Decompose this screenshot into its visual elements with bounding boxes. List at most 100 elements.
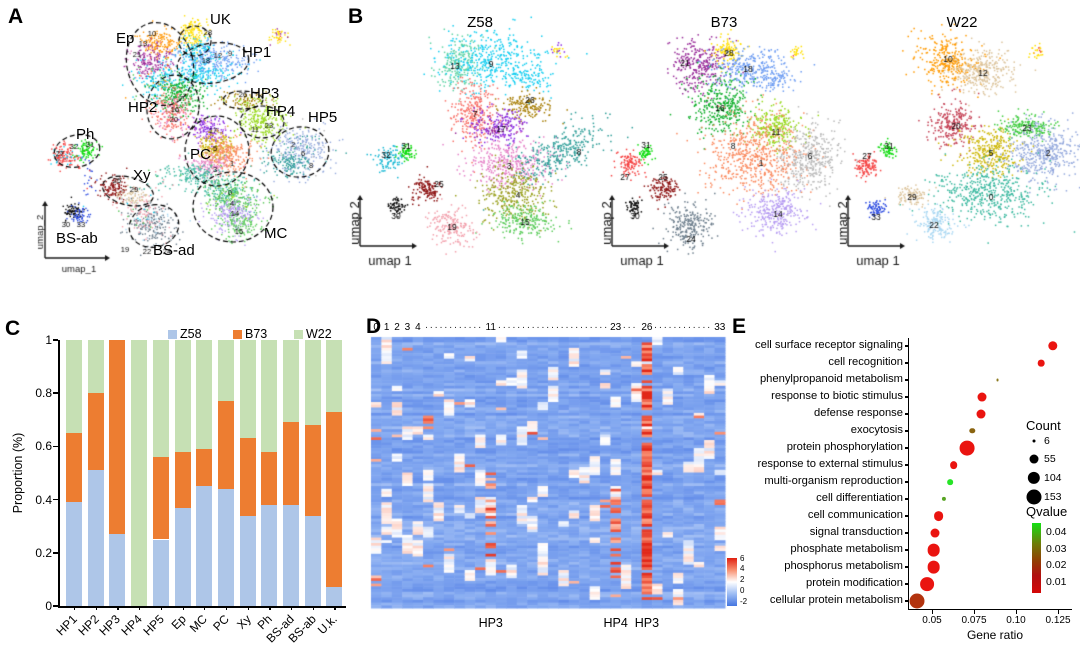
bar-segment-w22	[174, 340, 191, 452]
qvalue-legend-tick: 0.02	[1046, 559, 1067, 571]
c-x-tick	[225, 606, 228, 610]
go-dot	[969, 428, 976, 434]
bar-segment-b73	[66, 433, 82, 503]
count-legend-dot	[1029, 454, 1039, 464]
heatmap-col-label: 3	[404, 322, 411, 333]
e-row-tick	[904, 583, 908, 585]
c-legend-swatch-w22	[294, 330, 303, 339]
bar-segment-z58	[174, 507, 191, 606]
heatmap-colorbar-tick: 0	[740, 585, 745, 595]
c-y-tick-label: 0.4	[35, 492, 52, 507]
count-legend-label: 55	[1044, 452, 1056, 465]
c-legend-swatch-z58	[168, 330, 177, 339]
c-y-tick-label: 0.2	[35, 545, 52, 560]
count-legend-title: Count	[1026, 418, 1061, 433]
umap-region-label-hp3: HP3	[250, 85, 280, 102]
e-x-tick-label: 0.10	[1006, 615, 1026, 626]
e-x-tick	[932, 610, 934, 614]
go-dot	[920, 577, 934, 591]
e-row-tick	[904, 515, 908, 517]
heatmap-colorbar-tick: -2	[740, 596, 748, 606]
bar-segment-w22	[217, 340, 234, 402]
heatmap-col-label: 11	[485, 322, 496, 333]
bar-segment-b73	[152, 457, 169, 540]
heatmap-col-label: 33	[714, 322, 726, 333]
c-x-tick	[334, 606, 336, 610]
go-term-label: cell recognition	[828, 356, 903, 368]
c-y-axis	[58, 340, 60, 606]
e-row-tick	[904, 430, 908, 432]
go-term-label: protein phosphorylation	[786, 441, 903, 453]
heatmap-col-label: 1	[383, 322, 390, 333]
go-term-label: response to biotic stimulus	[771, 390, 903, 402]
heatmap-colorbar-tick: 6	[740, 553, 745, 563]
e-x-tick-label: 0.05	[922, 615, 942, 626]
bar-segment-z58	[217, 488, 234, 606]
go-term-label: response to external stimulus	[757, 458, 903, 470]
heatmap-colorbar-tick: 4	[740, 564, 745, 574]
bar-segment-z58	[87, 470, 104, 606]
c-y-tick-label: 0.8	[35, 386, 52, 401]
c-y-tick	[53, 339, 58, 341]
umap-region-label-mc: MC	[264, 225, 288, 242]
count-legend-dot	[1026, 489, 1042, 505]
heatmap-colorbar-tick: 2	[740, 575, 745, 584]
c-y-tick	[53, 605, 58, 607]
umap-region-label-hp4: HP4	[266, 103, 296, 120]
c-x-axis	[58, 606, 347, 608]
e-row-tick	[904, 464, 908, 466]
umap-region-label-uk: UK	[210, 11, 231, 28]
c-x-tick	[139, 606, 141, 610]
qvalue-legend-tick: 0.01	[1046, 575, 1067, 588]
e-row-tick	[904, 447, 908, 449]
go-dot	[977, 392, 987, 402]
bar-segment-z58	[109, 534, 126, 606]
umap-region-label-pc: PC	[190, 146, 211, 163]
go-dot	[959, 440, 975, 456]
c-y-tick	[53, 445, 58, 448]
e-row-tick	[904, 566, 908, 568]
heatmap-colorbar	[727, 558, 737, 606]
c-y-tick	[53, 392, 58, 394]
bar-segment-w22	[131, 340, 148, 606]
go-dot	[1037, 359, 1045, 367]
umap-region-label-hp2: HP2	[128, 99, 158, 116]
e-x-tick	[1058, 610, 1060, 614]
go-term-label: cell communication	[807, 509, 903, 521]
go-term-label: defense response	[814, 407, 903, 419]
bar-segment-b73	[87, 393, 104, 471]
bar-segment-w22	[304, 340, 321, 426]
panel-letter-c: C	[5, 317, 21, 340]
bar-segment-z58	[196, 486, 213, 606]
bar-segment-w22	[87, 340, 104, 394]
e-row-tick	[904, 362, 908, 364]
bar-segment-w22	[326, 340, 343, 412]
go-dot	[927, 543, 941, 557]
go-term-label: cell surface receptor signaling	[755, 339, 903, 351]
c-x-tick	[182, 606, 184, 610]
count-legend-dot	[1027, 471, 1041, 485]
e-row-tick	[904, 345, 908, 347]
bar-segment-z58	[152, 539, 169, 606]
bar-segment-b73	[304, 425, 321, 516]
bar-segment-b73	[174, 451, 191, 508]
c-x-tick	[291, 606, 293, 610]
bar-segment-w22	[261, 340, 278, 452]
umap-region-label-xy: Xy	[133, 167, 151, 184]
e-row-tick	[904, 379, 908, 381]
e-x-tick-label: 0.125	[1045, 615, 1071, 626]
e-row-tick	[904, 498, 908, 500]
heatmap-col-label: 26	[641, 322, 653, 333]
heatmap-col-leader-dots: ········································…	[622, 322, 638, 333]
c-y-tick-label: 0	[45, 599, 52, 613]
go-term-label: cell differentiation	[816, 492, 903, 504]
go-dot	[927, 560, 941, 574]
go-dot	[941, 496, 946, 502]
umap-region-label-hp1: HP1	[242, 44, 272, 61]
gene-ratio-axis-label: Gene ratio	[966, 628, 1024, 642]
go-term-label: protein modification	[805, 577, 903, 589]
c-legend-label-z58: Z58	[180, 327, 202, 341]
go-term-label: cellular protein metabolism	[769, 594, 903, 606]
c-y-tick	[53, 552, 58, 554]
c-y-tick-label: 0.6	[35, 439, 52, 454]
